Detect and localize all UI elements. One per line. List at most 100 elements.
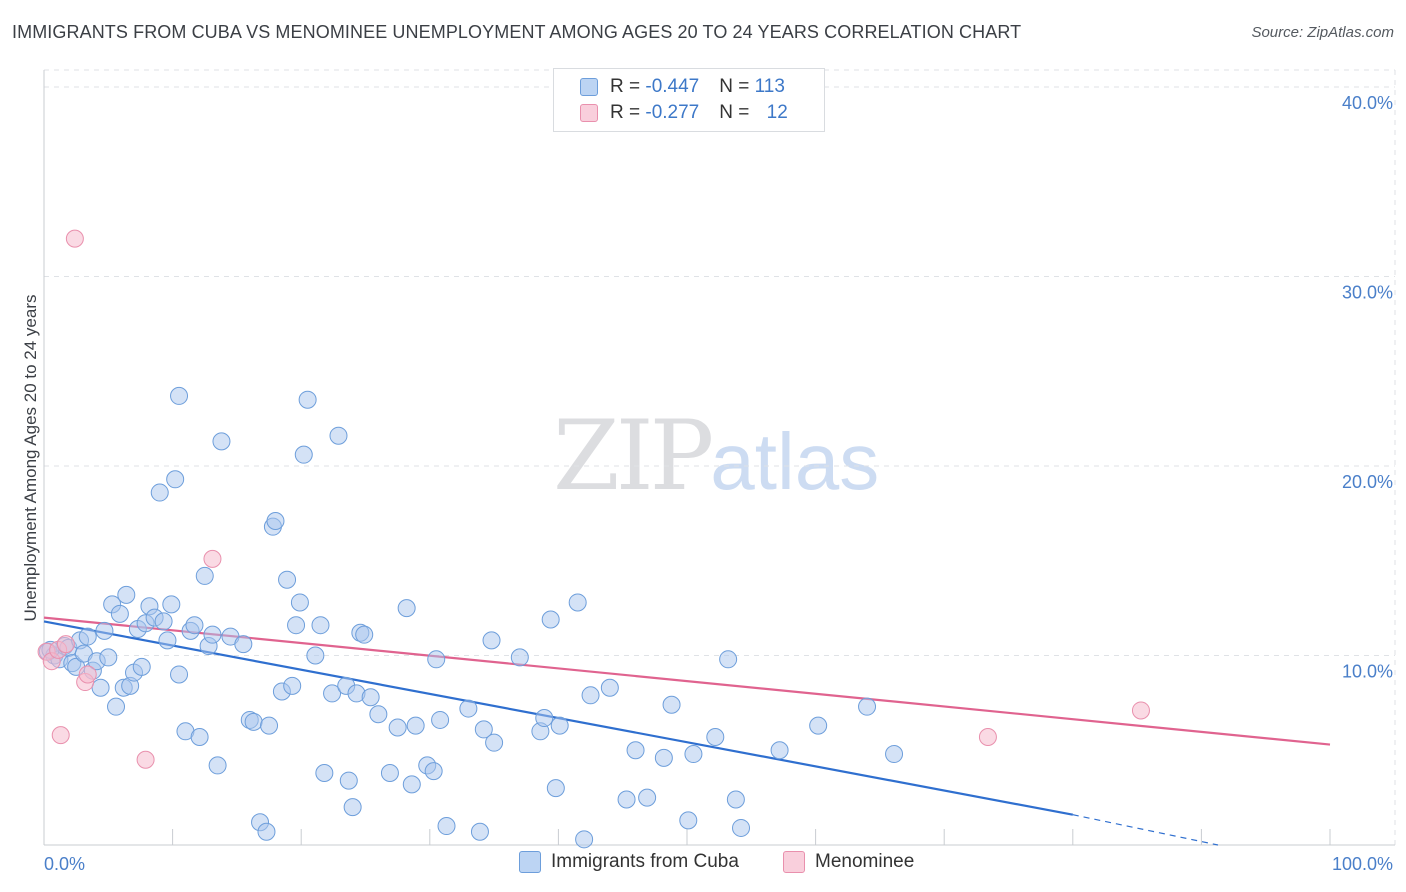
data-point-cuba <box>99 648 118 667</box>
data-point-cuba <box>110 604 129 623</box>
trend-lines <box>43 616 1331 846</box>
data-point-cuba <box>662 695 681 714</box>
y-axis-label: Unemployment Among Ages 20 to 24 years <box>21 295 40 622</box>
data-point-cuba <box>638 788 657 807</box>
data-point-cuba <box>858 697 877 716</box>
data-point-cuba <box>535 709 554 728</box>
data-point-cuba <box>809 716 828 735</box>
data-point-cuba <box>482 631 501 650</box>
data-point-cuba <box>278 570 297 589</box>
data-point-cuba <box>546 779 565 798</box>
data-point-cuba <box>185 616 204 635</box>
data-point-cuba <box>154 612 173 631</box>
data-point-cuba <box>885 745 904 764</box>
data-point-cuba <box>397 599 416 618</box>
y-tick-label: 40.0% <box>1342 93 1393 113</box>
legend-n-value: 12 <box>766 102 788 123</box>
data-point-cuba <box>315 763 334 782</box>
data-point-menominee <box>978 727 997 746</box>
data-point-cuba <box>257 822 276 841</box>
data-point-cuba <box>158 631 177 650</box>
data-point-cuba <box>166 470 185 489</box>
trendline-menominee <box>43 616 1331 746</box>
data-point-cuba <box>234 635 253 654</box>
data-point-cuba <box>424 762 443 781</box>
data-point-cuba <box>726 790 745 809</box>
correlation-legend: R = -0.447 N = 113 R = -0.277 N = 12 <box>553 68 825 132</box>
data-point-cuba <box>470 822 489 841</box>
data-point-cuba <box>369 705 388 724</box>
data-point-cuba <box>510 648 529 667</box>
data-point-cuba <box>311 616 330 635</box>
legend-r-label: R = <box>610 102 646 123</box>
data-point-cuba <box>150 483 169 502</box>
legend-r-label: R = <box>610 76 646 97</box>
data-point-cuba <box>770 741 789 760</box>
data-point-cuba <box>170 386 189 405</box>
data-point-cuba <box>388 718 407 737</box>
legend-r-value: -0.447 <box>645 76 700 97</box>
data-point-menominee <box>56 635 75 654</box>
data-point-cuba <box>654 748 673 767</box>
data-point-cuba <box>679 811 698 830</box>
data-point-menominee <box>203 549 222 568</box>
data-point-cuba <box>402 775 421 794</box>
data-point-cuba <box>78 627 97 646</box>
data-point-menominee <box>136 750 155 769</box>
bottom-legend-swatch-cuba <box>519 851 541 873</box>
data-point-cuba <box>437 817 456 836</box>
axes <box>43 70 1395 846</box>
data-point-cuba <box>431 710 450 729</box>
data-point-cuba <box>541 610 560 629</box>
bottom-legend-swatch-menominee <box>783 851 805 873</box>
data-point-cuba <box>355 625 374 644</box>
data-point-cuba <box>600 678 619 697</box>
legend-swatch-menominee <box>580 104 598 122</box>
data-point-cuba <box>617 790 636 809</box>
data-point-cuba <box>260 716 279 735</box>
data-point-cuba <box>91 678 110 697</box>
trendline-cuba-extension <box>1072 814 1219 846</box>
data-point-cuba <box>719 650 738 669</box>
watermark: ZIPatlas <box>553 400 879 512</box>
data-point-menominee <box>1131 701 1150 720</box>
watermark-atlas: atlas <box>710 417 880 506</box>
data-point-cuba <box>485 733 504 752</box>
legend-row-cuba: R = -0.447 N = 113 <box>580 74 785 100</box>
data-point-menominee <box>78 665 97 684</box>
data-point-cuba <box>117 585 136 604</box>
source-credit: Source: ZipAtlas.com <box>1251 24 1394 41</box>
data-point-cuba <box>581 686 600 705</box>
watermark-zip: ZIP <box>553 400 714 512</box>
data-point-cuba <box>170 665 189 684</box>
data-point-cuba <box>684 745 703 764</box>
series-cuba-points <box>38 386 904 849</box>
data-point-cuba <box>732 818 751 837</box>
data-point-cuba <box>575 830 594 849</box>
data-point-cuba <box>568 593 587 612</box>
data-point-cuba <box>626 741 645 760</box>
data-point-cuba <box>244 712 263 731</box>
y-tick-label: 20.0% <box>1342 472 1393 492</box>
legend-r-value: -0.277 <box>645 102 700 123</box>
x-tick-label: 100.0% <box>1332 854 1393 874</box>
y-tick-label: 30.0% <box>1342 283 1393 303</box>
data-point-menominee <box>51 726 70 745</box>
data-point-cuba <box>203 625 222 644</box>
data-point-cuba <box>706 727 725 746</box>
data-point-cuba <box>343 798 362 817</box>
bottom-legend-label-cuba: Immigrants from Cuba <box>551 851 739 872</box>
data-point-cuba <box>459 699 478 718</box>
tick-labels: 10.0% 20.0% 30.0% 40.0% 0.0% 100.0% <box>44 93 1393 874</box>
bottom-legend-label-menominee: Menominee <box>815 851 915 872</box>
data-point-cuba <box>107 697 126 716</box>
data-point-cuba <box>266 511 285 530</box>
data-point-cuba <box>339 771 358 790</box>
data-point-cuba <box>306 646 325 665</box>
data-point-cuba <box>294 445 313 464</box>
data-point-cuba <box>287 616 306 635</box>
data-point-cuba <box>283 676 302 695</box>
bottom-legend-menominee: Menominee <box>783 851 914 873</box>
data-point-cuba <box>195 566 214 585</box>
